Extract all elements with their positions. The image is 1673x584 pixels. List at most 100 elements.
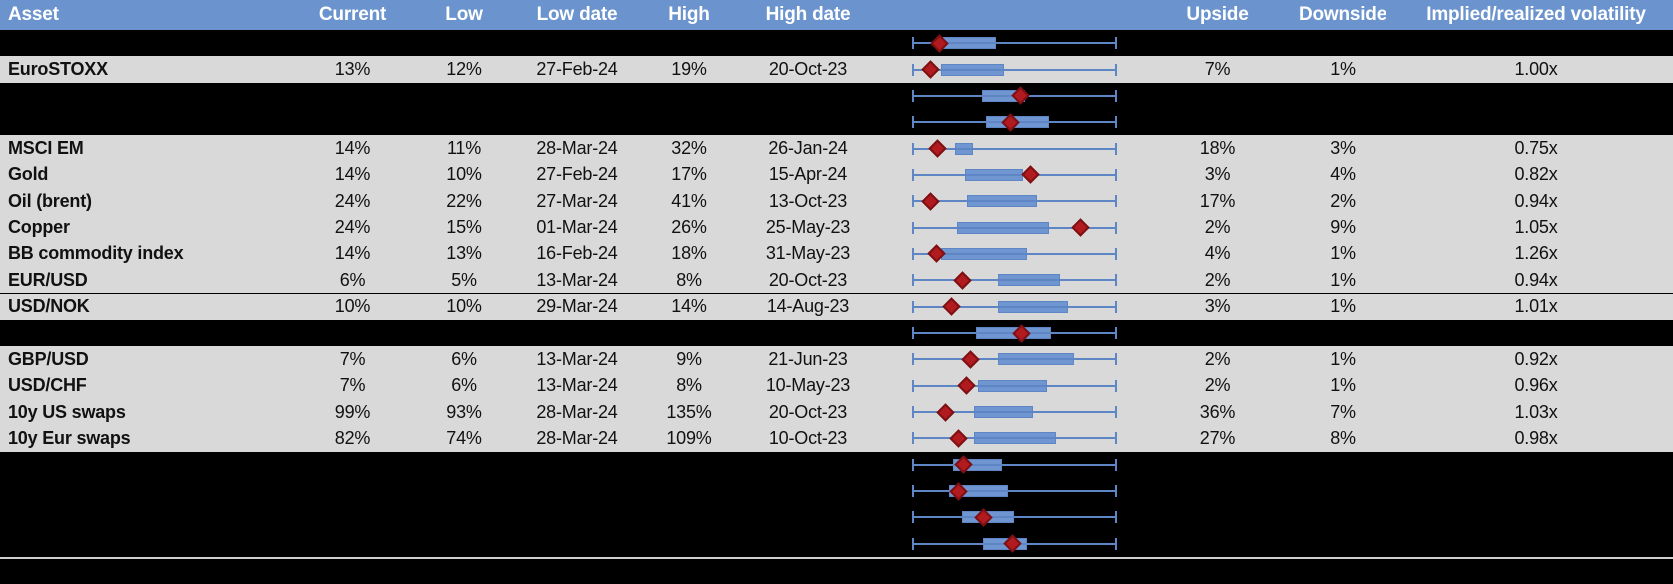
cell-downside: 7% bbox=[1330, 401, 1356, 422]
whisker-cap-right bbox=[1115, 511, 1117, 524]
cell-high_date: 21-Jun-23 bbox=[768, 348, 848, 369]
whisker-cap-left bbox=[912, 142, 914, 155]
cell-implied: 0.75x bbox=[1514, 138, 1558, 159]
current-marker-diamond-icon bbox=[957, 376, 976, 395]
table-row: BB commodity index 14% 13% 16-Feb-24 18% 31-M… bbox=[0, 240, 1673, 268]
cell-current: 13% bbox=[334, 59, 371, 80]
cell-asset: BB commodity index bbox=[8, 243, 184, 264]
cell-downside: 1% bbox=[1330, 375, 1356, 396]
whisker-cap-right bbox=[1115, 37, 1117, 50]
cell-high_date: 10-May-23 bbox=[765, 375, 851, 396]
cell-current: 14% bbox=[334, 243, 371, 264]
cell-asset: EUR/USD bbox=[8, 269, 88, 290]
cell-asset: Gold bbox=[8, 164, 49, 185]
cell-high: 19% bbox=[671, 59, 707, 80]
whisker-cap-left bbox=[912, 485, 914, 498]
cell-low: 12% bbox=[446, 59, 482, 80]
whisker-cap-left bbox=[912, 300, 914, 313]
boxplot-chart bbox=[879, 504, 1135, 530]
cell-low: 5% bbox=[451, 269, 477, 290]
cell-asset: GBP/USD bbox=[8, 348, 89, 369]
cell-high: 18% bbox=[671, 243, 707, 264]
cell-asset: USD/NOK bbox=[8, 296, 90, 317]
col-header-downside: Downside bbox=[1300, 4, 1386, 25]
bottom-divider bbox=[0, 557, 1673, 559]
cell-low: 6% bbox=[451, 375, 477, 396]
boxplot-chart bbox=[879, 294, 1135, 320]
cell-asset: Oil (brent) bbox=[8, 190, 92, 211]
whisker-cap-left bbox=[912, 195, 914, 208]
boxplot-chart bbox=[879, 109, 1135, 135]
whisker-line bbox=[912, 516, 1117, 519]
whisker-line bbox=[912, 200, 1117, 203]
cell-high: 9% bbox=[676, 348, 702, 369]
col-header-low_date: Low date bbox=[536, 4, 618, 25]
cell-low_date: 13-Mar-24 bbox=[536, 269, 618, 290]
cell-upside: 36% bbox=[1199, 401, 1236, 422]
cell-upside: 27% bbox=[1199, 427, 1236, 448]
whisker-line bbox=[912, 490, 1117, 493]
cell-high: 41% bbox=[671, 190, 707, 211]
hidden-row bbox=[0, 504, 1673, 531]
whisker-line bbox=[912, 252, 1117, 255]
boxplot-chart bbox=[879, 30, 1135, 56]
hidden-row bbox=[0, 477, 1673, 505]
cell-low: 11% bbox=[446, 138, 482, 159]
whisker-cap-left bbox=[912, 116, 914, 129]
table-row: 10y US swaps 99% 93% 28-Mar-24 135% 20-Oct-23… bbox=[0, 398, 1673, 426]
cell-low_date: 27-Mar-24 bbox=[536, 190, 618, 211]
whisker-line bbox=[912, 384, 1117, 387]
hidden-row bbox=[0, 451, 1673, 478]
cell-low: 93% bbox=[446, 401, 482, 422]
cell-implied: 1.05x bbox=[1514, 217, 1558, 238]
cell-upside: 18% bbox=[1199, 138, 1236, 159]
cell-upside: 3% bbox=[1204, 164, 1231, 185]
hidden-row bbox=[0, 109, 1673, 136]
cell-low_date: 27-Feb-24 bbox=[536, 59, 618, 80]
whisker-cap-right bbox=[1115, 274, 1117, 287]
cell-high: 32% bbox=[671, 138, 707, 159]
whisker-cap-left bbox=[912, 221, 914, 234]
current-marker-diamond-icon bbox=[961, 350, 980, 369]
cell-implied: 0.82x bbox=[1514, 164, 1558, 185]
table-row: EuroSTOXX 13% 12% 27-Feb-24 19% 20-Oct-23 7% 1%… bbox=[0, 56, 1673, 83]
table-row: MSCI EM 14% 11% 28-Mar-24 32% 26-Jan-24 18% 3% 0… bbox=[0, 135, 1673, 162]
cell-current: 7% bbox=[339, 348, 366, 369]
cell-upside: 17% bbox=[1199, 190, 1236, 211]
whisker-cap-left bbox=[912, 89, 914, 102]
cell-current: 14% bbox=[334, 138, 371, 159]
cell-asset: 10y US swaps bbox=[8, 401, 126, 422]
cell-low: 6% bbox=[451, 348, 477, 369]
whisker-cap-right bbox=[1115, 537, 1117, 550]
whisker-line bbox=[912, 279, 1117, 282]
cell-implied: 1.00x bbox=[1514, 59, 1558, 80]
col-header-current: Current bbox=[318, 4, 387, 25]
whisker-cap-right bbox=[1115, 168, 1117, 181]
whisker-line bbox=[912, 68, 1117, 71]
whisker-cap-right bbox=[1115, 432, 1117, 445]
cell-low_date: 27-Feb-24 bbox=[536, 164, 618, 185]
cell-current: 24% bbox=[334, 190, 371, 211]
cell-downside: 2% bbox=[1330, 190, 1356, 211]
cell-high: 14% bbox=[671, 296, 707, 317]
whisker-cap-left bbox=[912, 327, 914, 340]
col-header-high_date: High date bbox=[765, 4, 851, 25]
boxplot-chart bbox=[879, 188, 1135, 214]
whisker-cap-right bbox=[1115, 327, 1117, 340]
whisker-line bbox=[912, 463, 1117, 466]
whisker-line bbox=[912, 173, 1117, 176]
whisker-line bbox=[912, 147, 1117, 150]
cell-high: 8% bbox=[676, 375, 702, 396]
cell-implied: 1.01x bbox=[1514, 296, 1558, 317]
cell-high_date: 10-Oct-23 bbox=[768, 427, 848, 448]
cell-current: 10% bbox=[334, 296, 371, 317]
whisker-cap-right bbox=[1115, 353, 1117, 366]
whisker-cap-left bbox=[912, 406, 914, 419]
cell-high_date: 20-Oct-23 bbox=[768, 59, 848, 80]
whisker-cap-right bbox=[1115, 379, 1117, 392]
cell-upside: 7% bbox=[1204, 59, 1231, 80]
boxplot-chart bbox=[879, 531, 1135, 557]
current-marker-diamond-icon bbox=[936, 402, 956, 422]
cell-high: 8% bbox=[676, 269, 702, 290]
boxplot-chart bbox=[879, 214, 1135, 240]
